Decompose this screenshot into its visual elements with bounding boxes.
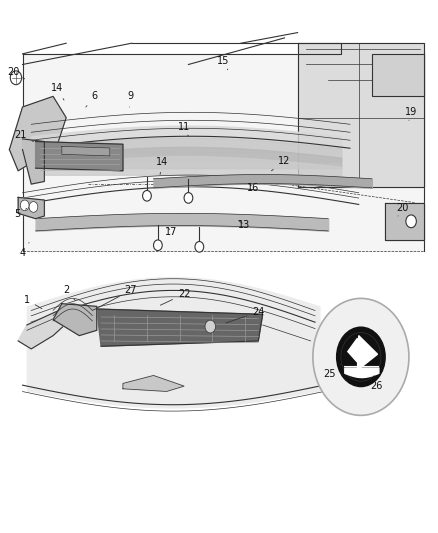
Text: 14: 14 — [51, 83, 64, 100]
Polygon shape — [357, 336, 378, 370]
Circle shape — [195, 241, 204, 252]
Circle shape — [184, 192, 193, 203]
Polygon shape — [62, 147, 110, 156]
Text: 20: 20 — [7, 68, 25, 79]
Polygon shape — [10, 96, 66, 171]
Polygon shape — [348, 338, 357, 362]
Text: 22: 22 — [160, 289, 191, 305]
Circle shape — [313, 298, 409, 415]
Circle shape — [205, 320, 215, 333]
Text: 27: 27 — [93, 286, 137, 310]
FancyBboxPatch shape — [372, 54, 424, 96]
Text: 1: 1 — [24, 295, 42, 309]
Polygon shape — [53, 304, 97, 336]
Text: 6: 6 — [86, 91, 98, 107]
Text: 21: 21 — [14, 130, 33, 142]
Text: 24: 24 — [226, 306, 265, 323]
Polygon shape — [123, 375, 184, 391]
Polygon shape — [18, 309, 71, 349]
Circle shape — [336, 327, 386, 387]
Text: 17: 17 — [165, 227, 177, 237]
Text: 9: 9 — [128, 91, 134, 107]
Circle shape — [153, 240, 162, 251]
Text: 19: 19 — [405, 107, 417, 120]
Circle shape — [20, 200, 29, 211]
Text: 5: 5 — [14, 208, 27, 220]
Text: 12: 12 — [272, 156, 291, 171]
Text: 25: 25 — [323, 364, 341, 379]
Text: 15: 15 — [217, 56, 230, 70]
Polygon shape — [35, 142, 123, 171]
Text: 2: 2 — [63, 285, 75, 301]
Circle shape — [406, 215, 417, 228]
Polygon shape — [18, 197, 44, 219]
Text: 16: 16 — [247, 183, 259, 193]
Circle shape — [29, 201, 38, 212]
Circle shape — [11, 71, 21, 85]
Polygon shape — [97, 309, 263, 346]
Text: 13: 13 — [238, 220, 251, 230]
Text: 26: 26 — [370, 375, 382, 391]
Text: 20: 20 — [396, 203, 409, 216]
Text: 4: 4 — [19, 243, 29, 258]
Circle shape — [143, 190, 151, 201]
Text: 11: 11 — [178, 122, 190, 136]
Polygon shape — [22, 54, 424, 251]
Circle shape — [341, 333, 381, 381]
Polygon shape — [385, 203, 424, 240]
Polygon shape — [22, 139, 44, 184]
Text: 14: 14 — [156, 157, 168, 174]
Polygon shape — [297, 43, 424, 187]
